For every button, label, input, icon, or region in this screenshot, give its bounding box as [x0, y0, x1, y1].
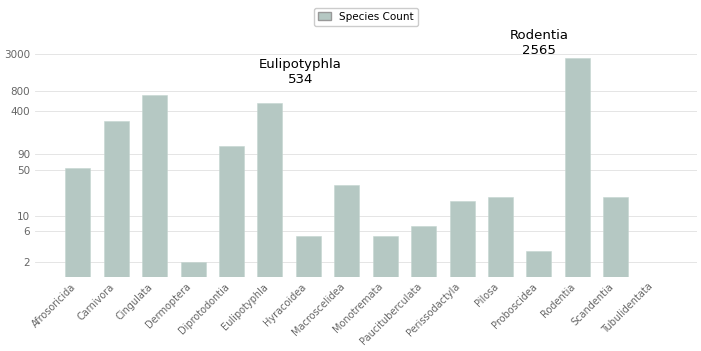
Bar [449, 201, 475, 351]
Bar [181, 262, 205, 351]
Bar [488, 197, 513, 351]
Bar [257, 103, 283, 351]
Bar [334, 185, 360, 351]
Bar [65, 168, 90, 351]
Bar [104, 121, 129, 351]
Bar [604, 197, 628, 351]
Bar [219, 146, 244, 351]
Text: Eulipotyphla
534: Eulipotyphla 534 [259, 58, 342, 86]
Bar [526, 251, 552, 351]
Text: Rodentia
2565: Rodentia 2565 [510, 29, 569, 57]
Bar [373, 236, 397, 351]
Bar [642, 282, 667, 351]
Legend: Species Count: Species Count [314, 8, 418, 26]
Bar [142, 95, 167, 351]
Bar [565, 58, 590, 351]
Bar [296, 236, 321, 351]
Bar [411, 226, 436, 351]
